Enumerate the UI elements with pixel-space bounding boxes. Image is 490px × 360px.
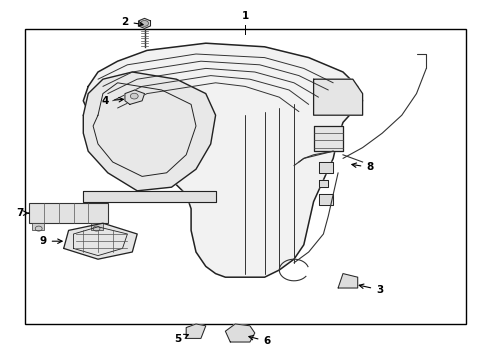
Polygon shape xyxy=(83,72,216,191)
Polygon shape xyxy=(338,274,358,288)
Polygon shape xyxy=(225,324,255,342)
Polygon shape xyxy=(64,223,137,259)
Text: 8: 8 xyxy=(352,162,373,172)
Bar xyxy=(91,223,103,230)
Polygon shape xyxy=(318,180,328,187)
Text: 6: 6 xyxy=(249,336,270,346)
Bar xyxy=(29,203,108,223)
Polygon shape xyxy=(125,90,145,104)
Circle shape xyxy=(141,21,148,26)
Polygon shape xyxy=(83,191,216,202)
Polygon shape xyxy=(314,79,363,115)
Polygon shape xyxy=(318,194,333,205)
Polygon shape xyxy=(83,43,363,277)
Text: 1: 1 xyxy=(242,11,248,21)
Text: 7: 7 xyxy=(16,208,29,218)
Text: 5: 5 xyxy=(174,334,188,344)
Polygon shape xyxy=(186,324,206,338)
Bar xyxy=(24,29,465,324)
Text: 2: 2 xyxy=(122,17,143,27)
Polygon shape xyxy=(314,126,343,151)
Text: 4: 4 xyxy=(101,96,123,106)
Polygon shape xyxy=(318,162,333,173)
Bar xyxy=(32,223,44,230)
Polygon shape xyxy=(139,18,150,28)
Text: 3: 3 xyxy=(359,284,383,295)
Text: 9: 9 xyxy=(40,236,62,246)
Circle shape xyxy=(130,93,138,99)
